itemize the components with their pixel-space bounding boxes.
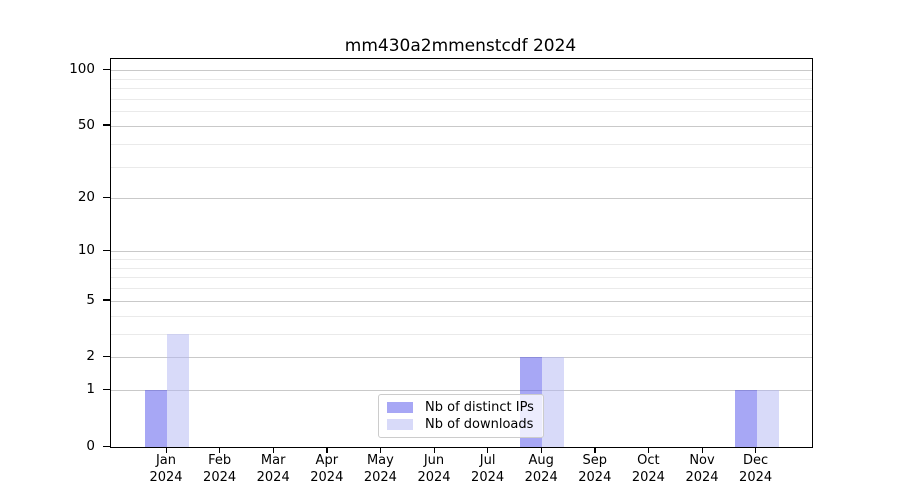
grid-line-major — [111, 70, 812, 72]
grid-line-major — [111, 300, 812, 302]
y-tick-label: 10 — [77, 242, 95, 259]
x-tick-label: Jun 2024 — [417, 453, 451, 485]
bar-distinct-ips — [734, 390, 757, 447]
bar-distinct-ips — [145, 390, 167, 447]
grid-line-minor — [111, 267, 812, 269]
x-tick-label: Oct 2024 — [631, 453, 665, 485]
legend-label-distinct-ips: Nb of distinct IPs — [425, 400, 534, 415]
x-tick-mark — [487, 447, 489, 453]
grid-line-minor — [111, 277, 812, 279]
y-tick-label: 100 — [69, 61, 95, 78]
x-tick-mark — [272, 447, 274, 453]
x-tick-label: Jan 2024 — [149, 453, 183, 485]
bar-downloads — [167, 333, 189, 447]
legend-swatch-distinct-ips — [387, 402, 413, 413]
x-tick-mark — [165, 447, 167, 453]
legend: Nb of distinct IPs Nb of downloads — [378, 394, 544, 438]
legend-swatch-downloads — [387, 419, 413, 430]
x-tick-mark — [219, 447, 221, 453]
x-tick-label: Apr 2024 — [310, 453, 344, 485]
legend-label-downloads: Nb of downloads — [425, 417, 534, 432]
x-tick-label: Sep 2024 — [578, 453, 612, 485]
grid-line-minor — [111, 111, 812, 113]
grid-line-minor — [111, 315, 812, 317]
y-tick-mark — [103, 124, 110, 126]
y-tick-label: 20 — [77, 189, 95, 206]
grid-line-minor — [111, 333, 812, 335]
grid-line-minor — [111, 259, 812, 260]
x-tick-mark — [755, 447, 757, 453]
legend-item-distinct-ips: Nb of distinct IPs — [387, 400, 535, 415]
x-tick-mark — [326, 447, 328, 453]
y-tick-label: 50 — [77, 116, 95, 133]
grid-line-major — [111, 390, 812, 392]
grid-line-major — [111, 357, 812, 359]
plot-area: Nb of distinct IPs Nb of downloads — [110, 58, 813, 448]
y-tick-mark — [103, 388, 110, 391]
x-tick-label: May 2024 — [363, 453, 397, 485]
grid-line-minor — [111, 143, 812, 145]
grid-line-major — [111, 125, 812, 127]
grid-line-minor — [111, 288, 812, 290]
grid-line-minor — [111, 88, 812, 90]
y-tick-label: 1 — [86, 381, 95, 398]
x-tick-mark — [701, 447, 703, 453]
x-tick-mark — [594, 447, 596, 453]
legend-item-downloads: Nb of downloads — [387, 417, 535, 432]
y-tick-mark — [103, 249, 110, 251]
x-tick-label: Feb 2024 — [203, 453, 237, 485]
x-tick-mark — [540, 447, 542, 453]
y-tick-label: 0 — [86, 438, 95, 454]
y-tick-mark — [103, 355, 110, 358]
y-tick-mark — [103, 196, 110, 199]
y-tick-mark — [103, 445, 110, 447]
grid-line-minor — [111, 78, 812, 80]
x-tick-mark — [433, 447, 435, 453]
chart-title: mm430a2mmenstcdf 2024 — [344, 36, 577, 56]
grid-line-minor — [111, 98, 812, 100]
grid-line-major — [111, 198, 812, 200]
x-tick-label: Jul 2024 — [471, 453, 505, 485]
y-tick-label: 5 — [86, 291, 95, 308]
y-tick-label: 2 — [86, 348, 95, 365]
x-tick-mark — [647, 447, 650, 453]
x-tick-label: Mar 2024 — [256, 453, 290, 485]
grid-line-major — [111, 251, 812, 253]
x-tick-label: Nov 2024 — [685, 453, 719, 485]
x-tick-mark — [379, 447, 382, 453]
grid-line-minor — [111, 166, 812, 168]
y-tick-mark — [103, 68, 110, 70]
x-tick-label: Dec 2024 — [739, 453, 773, 485]
bar-downloads — [542, 357, 565, 447]
bar-downloads — [756, 390, 779, 447]
y-tick-mark — [103, 299, 110, 301]
x-tick-label: Aug 2024 — [524, 453, 558, 485]
